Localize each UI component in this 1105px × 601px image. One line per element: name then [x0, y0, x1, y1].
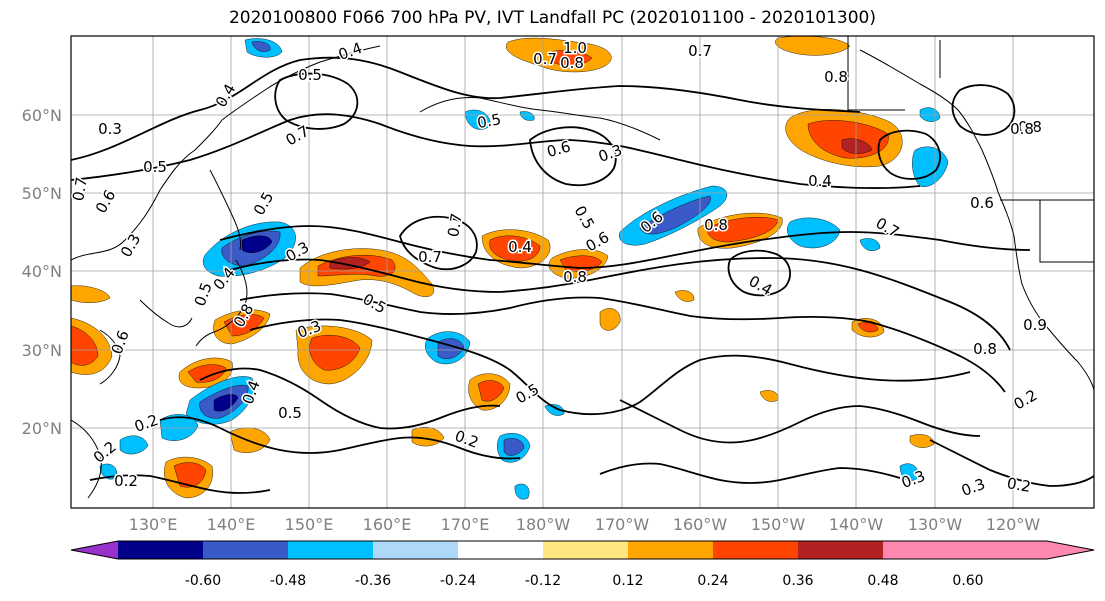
colorbar-tick-label: -0.48	[270, 573, 306, 589]
contour-label: 0.2	[114, 472, 138, 490]
colorbar-segment	[288, 541, 373, 559]
lon-label-170w: 170°W	[595, 515, 650, 534]
colorbar: -0.60 -0.48 -0.36 -0.24 -0.12 0.12 0.24 …	[70, 540, 1095, 589]
colorbar-segment	[458, 541, 543, 559]
lat-label-20n: 20°N	[22, 419, 62, 438]
pv-shading	[71, 36, 949, 500]
contour-label: 0.4	[808, 172, 832, 190]
colorbar-segment	[118, 541, 203, 559]
colorbar-segment	[373, 541, 458, 559]
contour-label: 0.7	[688, 42, 712, 60]
colorbar-segment	[628, 541, 713, 559]
longitude-labels: 130°E 140°E 150°E 160°E 170°E 180°W 170°…	[129, 515, 1041, 534]
lon-label-140e: 140°E	[207, 515, 256, 534]
contour-label: 0.5	[143, 158, 167, 176]
contour-label: 0.9	[1023, 316, 1047, 334]
colorbar-tick-label: -0.24	[440, 573, 476, 589]
colorbar-tick-label: -0.12	[525, 573, 561, 589]
colorbar-tick-label: 0.48	[867, 573, 898, 589]
map-frame	[70, 35, 1095, 509]
contour-label: 0.7	[533, 50, 557, 68]
colorbar-segment	[968, 541, 1047, 559]
colorbar-right-extension	[1047, 541, 1094, 559]
lon-label-160e: 160°E	[363, 515, 412, 534]
contour-label: 0.8	[563, 268, 587, 286]
colorbar-segment	[713, 541, 798, 559]
pv-contours	[71, 56, 1094, 494]
contour-label: 0.3	[98, 120, 122, 138]
lon-label-160w: 160°W	[673, 515, 728, 534]
contour-label: 0.8	[704, 216, 728, 234]
colorbar-tick-label: 0.24	[697, 573, 728, 589]
contour-label: 0.6	[970, 194, 994, 212]
lat-label-50n: 50°N	[22, 184, 62, 203]
contour-labels: 0.40.50.71.0 0.70.80.50.60.70.40.30.80.50…	[68, 37, 1049, 501]
colorbar-segment	[798, 541, 883, 559]
lat-label-40n: 40°N	[22, 262, 62, 281]
map-title: 2020100800 F066 700 hPa PV, IVT Landfall…	[228, 8, 876, 28]
lon-label-130w: 130°W	[908, 515, 963, 534]
contour-label: 0.7	[418, 248, 442, 266]
lon-label-180w: 180°W	[516, 515, 571, 534]
contour-label: 0.8	[1018, 118, 1042, 136]
colorbar-segment	[203, 541, 288, 559]
lon-label-130e: 130°E	[129, 515, 178, 534]
colorbar-tick-label: 0.60	[952, 573, 983, 589]
lon-label-170e: 170°E	[441, 515, 490, 534]
contour-label: 0.8	[1010, 120, 1034, 138]
contour-label: 0.5	[298, 66, 322, 84]
colorbar-tick-label: -0.60	[185, 573, 221, 589]
contour-label: 0.5	[278, 404, 302, 422]
contour-label: 0.8	[824, 68, 848, 86]
colorbar-left-extension	[71, 541, 118, 559]
colorbar-tick-label: 0.12	[612, 573, 643, 589]
colorbar-segment	[883, 541, 968, 559]
contour-label: 0.5	[476, 110, 503, 132]
lon-label-140w: 140°W	[829, 515, 884, 534]
lon-label-120w: 120°W	[986, 515, 1041, 534]
contour-label: 0.4	[508, 238, 532, 256]
contour-label: 0.8	[973, 340, 997, 358]
colorbar-tick-label: -0.36	[355, 573, 391, 589]
latitude-labels: 60°N 50°N 40°N 30°N 20°N	[22, 106, 62, 438]
lat-label-30n: 30°N	[22, 341, 62, 360]
lon-label-150e: 150°E	[285, 515, 334, 534]
contour-label: 1.0	[563, 39, 587, 57]
colorbar-segment	[543, 541, 628, 559]
lat-label-60n: 60°N	[22, 106, 62, 125]
colorbar-tick-label: 0.36	[782, 573, 813, 589]
contour-label: 0.8	[560, 54, 584, 72]
lon-label-150w: 150°W	[751, 515, 806, 534]
